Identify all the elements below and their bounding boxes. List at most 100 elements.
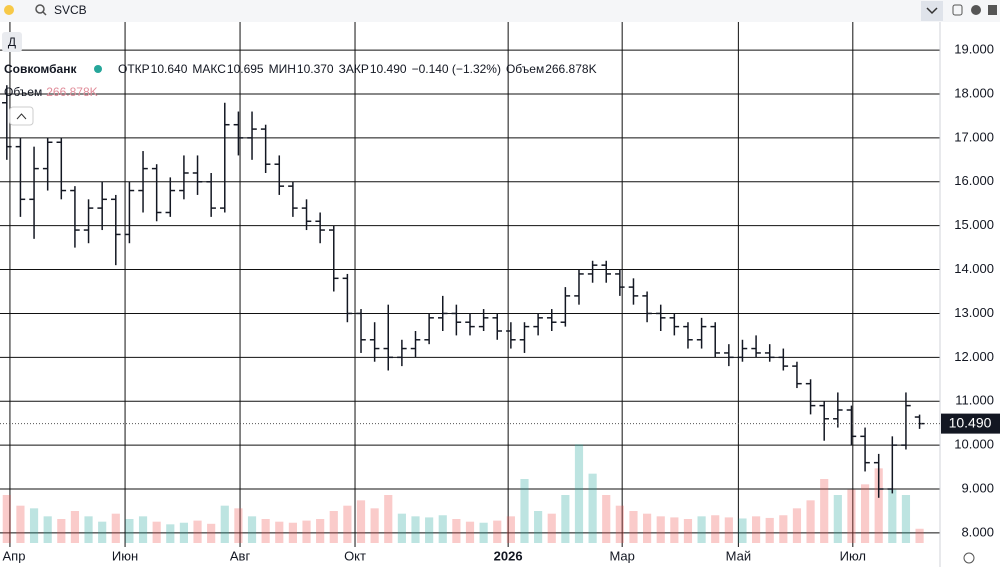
volume-bar — [752, 516, 761, 543]
volume-bar — [29, 508, 39, 543]
toolbar-icon[interactable] — [988, 5, 997, 15]
symbol[interactable]: SVCB — [54, 3, 87, 17]
y-tick-label: 16.000 — [954, 173, 994, 188]
x-tick-label: 2026 — [494, 548, 523, 563]
volume-bar — [220, 505, 229, 543]
volume-bar — [384, 495, 393, 543]
y-tick-label: 18.000 — [954, 85, 994, 100]
volume-bar — [629, 511, 638, 543]
dropdown[interactable] — [921, 1, 943, 21]
volume-bar — [656, 516, 665, 543]
settings-icon[interactable] — [971, 5, 981, 15]
open-label: ОТКР — [118, 62, 150, 76]
volume-bar — [438, 515, 447, 543]
volume-bar — [193, 520, 202, 543]
volume-bar — [901, 495, 911, 543]
low-label: МИН — [269, 62, 296, 76]
top-bar — [0, 0, 1000, 22]
toolbar-icon[interactable] — [952, 4, 963, 16]
volume-label: Объем — [506, 62, 544, 76]
volume-bar — [2, 495, 11, 543]
x-tick-label: Июн — [112, 548, 138, 563]
close-value: 10.490 — [370, 62, 407, 76]
volume-bar — [98, 521, 107, 543]
close-label: ЗАКР — [339, 62, 369, 76]
volume-bar — [833, 495, 842, 543]
volume-bar — [670, 517, 679, 543]
volume-bar — [847, 489, 856, 543]
volume-bar — [261, 519, 270, 543]
volume-bar — [152, 521, 161, 543]
collapse-button[interactable] — [9, 106, 34, 126]
legend-name: Совкомбанк — [4, 62, 77, 76]
search-icon[interactable] — [35, 4, 45, 14]
volume-bar — [615, 505, 624, 543]
axis-settings[interactable] — [963, 552, 975, 564]
low-value: 10.370 — [297, 62, 334, 76]
y-tick-label: 19.000 — [954, 42, 994, 57]
volume-bar — [493, 520, 502, 543]
volume-bar — [70, 511, 80, 543]
window-dot — [4, 5, 14, 15]
volume-bar — [915, 528, 924, 543]
x-tick-label: Авг — [230, 548, 251, 563]
volume-bar — [138, 516, 148, 543]
volume-bar — [465, 521, 475, 543]
volume-bar — [356, 500, 366, 543]
x-tick-label: Май — [726, 548, 751, 563]
volume-bar — [820, 479, 829, 543]
change-value: −0.140 (−1.32%) — [412, 62, 501, 76]
volume-bar — [888, 489, 897, 543]
price-pane — [2, 85, 925, 498]
high-value: 10.695 — [227, 62, 264, 76]
volume-bar — [370, 508, 379, 543]
volume-bar — [588, 473, 597, 543]
volume-bar — [602, 495, 611, 543]
volume-bar — [765, 517, 774, 543]
volume-bar — [288, 522, 297, 543]
volume-bar — [860, 484, 870, 543]
y-tick-label: 14.000 — [954, 261, 994, 276]
chevron — [926, 7, 938, 15]
x-tick-label: Апр — [3, 548, 26, 563]
volume-bar — [316, 519, 325, 543]
grid — [0, 22, 940, 547]
x-tick-label: Июл — [840, 548, 866, 563]
volume-bar — [166, 524, 175, 543]
y-tick-label: 9.000 — [961, 480, 994, 495]
volume-bar — [779, 515, 788, 543]
collapse-icon — [16, 113, 27, 120]
volume-bar — [179, 522, 188, 543]
volume-pane-value: 266.878K — [46, 85, 97, 99]
y-tick-label: 13.000 — [954, 305, 994, 320]
volume-bar — [275, 521, 284, 543]
volume-bar — [724, 517, 733, 543]
volume-bar — [125, 519, 134, 543]
volume-bar — [574, 444, 584, 543]
volume-bar — [247, 516, 257, 543]
x-tick-label: Мар — [609, 548, 634, 563]
x-tick-label: Окт — [344, 548, 366, 563]
volume-bar — [43, 516, 52, 543]
volume-bar — [874, 468, 883, 543]
volume-bar — [738, 518, 747, 543]
volume-bar — [643, 513, 652, 543]
last-price-label: 10.490 — [949, 414, 992, 430]
volume-bar — [343, 505, 352, 543]
volume-bar — [207, 523, 216, 543]
interval-button[interactable] — [2, 32, 22, 52]
y-tick-label: 8.000 — [961, 524, 994, 539]
volume-bar — [111, 513, 120, 543]
y-tick-label: 17.000 — [954, 129, 994, 144]
volume-bar — [16, 505, 25, 543]
high-label: МАКС — [192, 62, 226, 76]
volume-pane-label: Объем — [4, 85, 42, 99]
search-icon-handle — [42, 11, 47, 16]
volume-bar — [329, 511, 338, 543]
volume-bar — [561, 495, 570, 543]
volume-bar — [84, 516, 93, 543]
volume-bar — [520, 479, 529, 543]
volume-bar — [397, 513, 406, 543]
y-tick-label: 11.000 — [955, 393, 994, 408]
